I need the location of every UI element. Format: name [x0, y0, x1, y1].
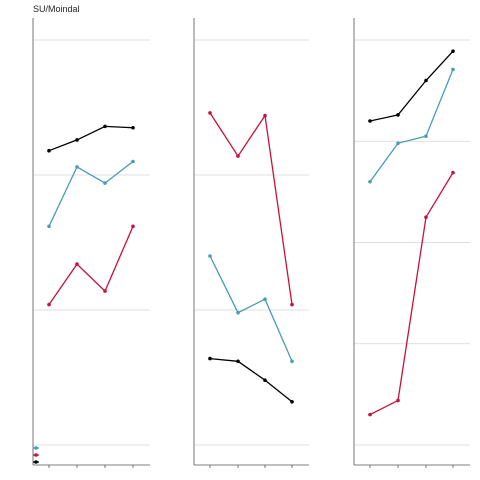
- panel-1-series-2-point-1: [47, 224, 51, 229]
- panel-2-series-2-point-1: [208, 254, 212, 258]
- panel-2-series-2-line: [209, 255, 293, 362]
- panel-2-series-3-point-1: [208, 111, 212, 115]
- panel-1-series-2-point-2: [75, 165, 79, 169]
- panel-2-series-2-point-4: [290, 359, 294, 364]
- panel-3-series-3-point-1: [368, 412, 372, 417]
- panel-3-series-3-point-2: [396, 398, 400, 403]
- panel-2-series-3-point-4: [290, 302, 294, 307]
- panel-1-series-3-point-1: [47, 302, 51, 307]
- panel-2-series-1-point-3: [263, 378, 267, 383]
- panel-1-series-1-point-4: [131, 125, 135, 130]
- panel-1-series-1-point-2: [75, 138, 79, 142]
- panel-3-series-2-line: [369, 69, 454, 183]
- panel-3-series-3-point-4: [451, 170, 455, 175]
- panel-2-series-1-point-4: [290, 400, 294, 404]
- panel-2-series-1-line: [209, 357, 293, 403]
- panel-3-series-1-point-1: [368, 119, 372, 123]
- chart-title: SU/Moindal: [33, 4, 80, 14]
- panel-3-series-1-line: [369, 50, 454, 122]
- panel-2-series-2-point-3: [263, 297, 267, 302]
- panel-1-series-3-point-2: [75, 262, 79, 266]
- panel-2-series-1-point-1: [208, 356, 212, 361]
- panel-1-series-3-point-4: [131, 224, 135, 229]
- panel-1-series-1-point-3: [103, 124, 107, 129]
- panel-2-series-2-point-2: [236, 310, 240, 315]
- panel-3-series-2-point-1: [368, 179, 372, 184]
- panel-3-series-1-point-4: [451, 49, 455, 53]
- legend-swatch-1-point: [34, 446, 38, 450]
- panel-3-series-2-point-3: [424, 134, 428, 138]
- legend-swatch-3-point: [34, 460, 38, 464]
- panel-1-series-3-point-3: [103, 289, 107, 293]
- panel-3-series-2-point-4: [451, 67, 455, 72]
- panel-1-series-1-line: [48, 125, 134, 152]
- panel-1-series-1-point-1: [47, 148, 51, 153]
- panel-3-series-2-point-2: [396, 141, 400, 146]
- panel-3-series-3-line: [369, 172, 454, 416]
- panel-2-series-3-point-3: [263, 113, 267, 118]
- panel-2-series-3-point-2: [236, 154, 240, 158]
- legend-swatch-2-point: [34, 453, 38, 457]
- panel-1-series-2-line: [48, 160, 134, 227]
- panel-1-series-2-point-3: [103, 181, 107, 185]
- panel-2-series-1-point-2: [236, 359, 240, 364]
- panel-3-series-1-point-3: [424, 78, 428, 83]
- panel-3-series-1-point-2: [396, 113, 400, 117]
- panel-1-series-3-line: [48, 226, 134, 305]
- panel-2-series-3-line: [209, 112, 293, 305]
- panel-3-series-3-point-3: [424, 215, 428, 219]
- panel-1-series-2-point-4: [131, 159, 135, 164]
